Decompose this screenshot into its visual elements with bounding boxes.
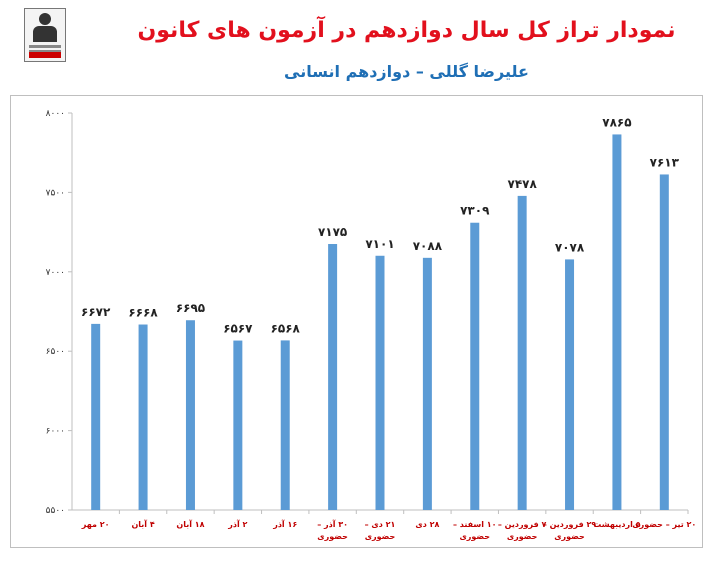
data-label: ۷۱۷۵: [318, 225, 347, 239]
bar: [565, 259, 575, 510]
x-tick-label: حضوری: [317, 532, 348, 541]
x-tick-label: ۱۶ آذر: [272, 519, 297, 529]
x-tick-label: حضوری: [459, 532, 490, 541]
x-tick-label: ۲ آذر: [227, 519, 247, 529]
bar: [328, 244, 338, 510]
x-tick-label: حضوری: [507, 532, 538, 541]
x-tick-label: ۲۹ فروردین –: [543, 520, 597, 529]
bar: [233, 340, 243, 510]
x-tick-label: ۴ آبان: [131, 519, 154, 529]
bar: [185, 320, 195, 510]
y-tick-label: ۷۰۰۰: [46, 268, 65, 278]
y-tick-label: ۷۵۰۰: [46, 188, 65, 198]
x-tick-label: ۲۰ مهر: [81, 520, 110, 529]
data-label: ۷۶۱۳: [650, 155, 680, 169]
student-logo-icon: [24, 8, 66, 62]
y-tick-label: ۸۰۰۰: [46, 109, 65, 119]
bar: [280, 340, 290, 510]
data-label: ۷۱۰۱: [365, 237, 394, 251]
bar: [612, 134, 622, 511]
chart-border: [10, 95, 703, 548]
bar: [470, 222, 480, 510]
x-tick-label: ۲۱ دی –: [365, 520, 396, 529]
data-label: ۶۶۹۵: [176, 301, 205, 315]
bar: [422, 257, 432, 510]
data-label: ۷۳۰۹: [460, 204, 490, 218]
bar: [375, 255, 385, 510]
y-tick-label: ۵۵۰۰: [46, 506, 65, 516]
chart-subtitle: علیرضا گللی – دوازدهم انسانی: [284, 62, 529, 81]
data-label: ۶۶۷۲: [81, 305, 111, 319]
x-tick-label: ۳۰ آذر –: [317, 519, 348, 529]
bar: [138, 324, 148, 510]
bar: [517, 195, 527, 510]
x-tick-label: ۵ اردیبهشت: [593, 520, 640, 529]
x-tick-label: حضوری: [554, 532, 585, 541]
bar: [91, 323, 101, 510]
x-tick-label: ۱۰ اسفند –: [453, 520, 497, 529]
x-tick-label: ۲۸ دی: [415, 520, 439, 529]
x-tick-label: ۲۰ تیر – حضوری: [632, 520, 696, 529]
data-label: ۶۵۶۸: [271, 321, 301, 335]
x-tick-label: ۱۸ آبان: [176, 519, 204, 529]
data-label: ۶۵۶۷: [223, 322, 253, 336]
chart-title: نمودار تراز کل سال دوازدهم در آزمون های …: [137, 18, 676, 43]
data-label: ۷۸۶۵: [602, 115, 631, 129]
y-tick-label: ۶۰۰۰: [46, 427, 65, 437]
data-label: ۷۰۸۸: [413, 239, 443, 253]
data-label: ۷۴۷۸: [508, 177, 538, 191]
data-label: ۶۶۶۸: [128, 306, 158, 320]
data-label: ۷۰۷۸: [555, 240, 585, 254]
x-tick-label: ۷ فروردین –: [498, 520, 547, 529]
bar: [659, 174, 669, 510]
x-tick-label: حضوری: [365, 532, 396, 541]
y-tick-label: ۶۵۰۰: [46, 347, 65, 357]
